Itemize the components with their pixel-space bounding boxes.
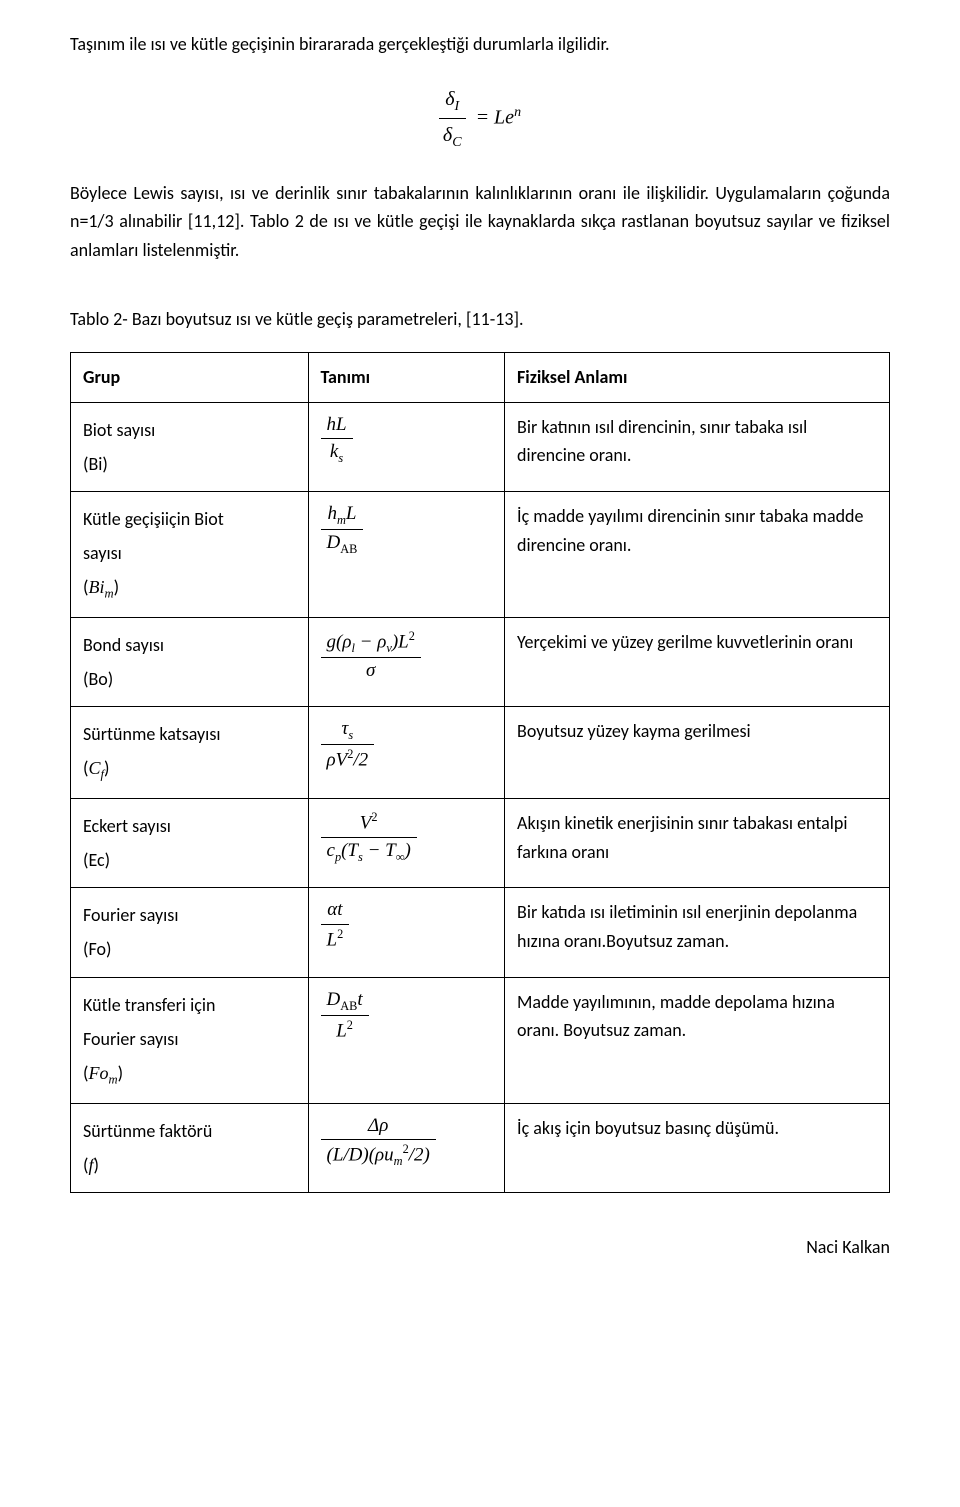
- table-row: Eckert sayısı(Ec)V2cp(Ts − T∞)Akışın kin…: [71, 798, 890, 887]
- formula-cell: Δρ(L/D)(ρum2/2): [308, 1103, 505, 1192]
- group-cell: Sürtünme faktörü(f): [71, 1103, 309, 1192]
- group-cell: Fourier sayısı(Fo): [71, 888, 309, 977]
- group-cell: Kütle geçişiiçin Biotsayısı(Bim): [71, 491, 309, 617]
- meaning-cell: İç akış için boyutsuz basınç düşümü.: [505, 1103, 890, 1192]
- header-group: Grup: [71, 352, 309, 402]
- formula-cell: αtL2: [308, 888, 505, 977]
- table-row: Kütle transferi içinFourier sayısı(Fom)D…: [71, 977, 890, 1103]
- formula-cell: hLks: [308, 402, 505, 491]
- group-cell: Sürtünme katsayısı(Cf): [71, 707, 309, 799]
- formula-cell: DABtL2: [308, 977, 505, 1103]
- table-row: Bond sayısı(Bo)g(ρl − ρv)L2σYerçekimi ve…: [71, 617, 890, 706]
- group-cell: Biot sayısı(Bi): [71, 402, 309, 491]
- formula-cell: τsρV2/2: [308, 707, 505, 799]
- meaning-cell: İç madde yayılımı direncinin sınır tabak…: [505, 491, 890, 617]
- header-meaning: Fiziksel Anlamı: [505, 352, 890, 402]
- meaning-cell: Bir katının ısıl direncinin, sınır tabak…: [505, 402, 890, 491]
- group-cell: Bond sayısı(Bo): [71, 617, 309, 706]
- table-row: Biot sayısı(Bi)hLksBir katının ısıl dire…: [71, 402, 890, 491]
- table-row: Sürtünme katsayısı(Cf)τsρV2/2Boyutsuz yü…: [71, 707, 890, 799]
- table-row: Fourier sayısı(Fo)αtL2Bir katıda ısı ile…: [71, 888, 890, 977]
- meaning-cell: Yerçekimi ve yüzey gerilme kuvvetlerinin…: [505, 617, 890, 706]
- header-definition: Tanımı: [308, 352, 505, 402]
- table-row: Sürtünme faktörü(f)Δρ(L/D)(ρum2/2)İç akı…: [71, 1103, 890, 1192]
- table-row: Kütle geçişiiçin Biotsayısı(Bim)hmLDABİç…: [71, 491, 890, 617]
- group-cell: Kütle transferi içinFourier sayısı(Fom): [71, 977, 309, 1103]
- group-cell: Eckert sayısı(Ec): [71, 798, 309, 887]
- formula-cell: hmLDAB: [308, 491, 505, 617]
- formula-cell: V2cp(Ts − T∞): [308, 798, 505, 887]
- intro-paragraph-1: Taşınım ile ısı ve kütle geçişinin birar…: [70, 30, 890, 59]
- table-caption: Tablo 2- Bazı boyutsuz ısı ve kütle geçi…: [70, 305, 890, 334]
- meaning-cell: Boyutsuz yüzey kayma gerilmesi: [505, 707, 890, 799]
- meaning-cell: Madde yayılımının, madde depolama hızına…: [505, 977, 890, 1103]
- parameters-table: Grup Tanımı Fiziksel Anlamı Biot sayısı(…: [70, 352, 890, 1193]
- intro-paragraph-2: Böylece Lewis sayısı, ısı ve derinlik sı…: [70, 179, 890, 265]
- table-header-row: Grup Tanımı Fiziksel Anlamı: [71, 352, 890, 402]
- meaning-cell: Bir katıda ısı iletiminin ısıl enerjinin…: [505, 888, 890, 977]
- formula-cell: g(ρl − ρv)L2σ: [308, 617, 505, 706]
- page-footer: Naci Kalkan: [70, 1233, 890, 1262]
- equation-lewis: δI δC = Len: [70, 83, 890, 155]
- meaning-cell: Akışın kinetik enerjisinin sınır tabakas…: [505, 798, 890, 887]
